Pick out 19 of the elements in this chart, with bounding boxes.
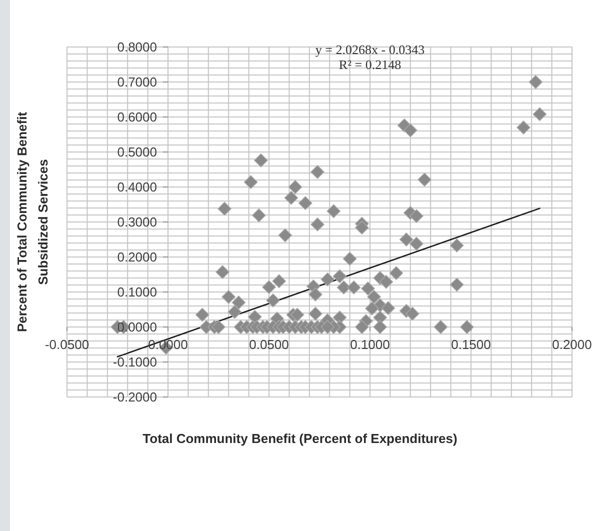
annotation: R² = 0.2148: [338, 57, 402, 72]
x-tick-label: 0.1000: [350, 337, 390, 352]
x-tick-label: -0.0500: [44, 337, 90, 352]
y-tick-label: 0.5000: [117, 144, 157, 160]
y-tick-label: 0.8000: [117, 40, 157, 54]
x-axis-title: Total Community Benefit (Percent of Expenditures): [142, 431, 458, 446]
x-tick-label: 0.1500: [451, 337, 491, 352]
x-tick-label: 0.2000: [552, 337, 592, 352]
y-tick-label: 0.3000: [117, 214, 157, 230]
y-tick-label: 0.4000: [117, 180, 157, 194]
y-tick-label: 0.1000: [117, 284, 157, 300]
y-tick-label: 0.2000: [117, 250, 157, 264]
x-tick-label: 0.0500: [249, 337, 289, 352]
y-axis-title: Percent of Total Community Benefit Subsidized Services: [14, 111, 50, 332]
y-tick-label: -0.1000: [112, 354, 157, 370]
y-tick-label: 0.6000: [117, 110, 157, 124]
y-tick-label: 0.7000: [117, 74, 157, 90]
annotation: y = 2.0268x - 0.0343: [315, 42, 425, 57]
y-tick-label: -0.2000: [112, 390, 157, 404]
